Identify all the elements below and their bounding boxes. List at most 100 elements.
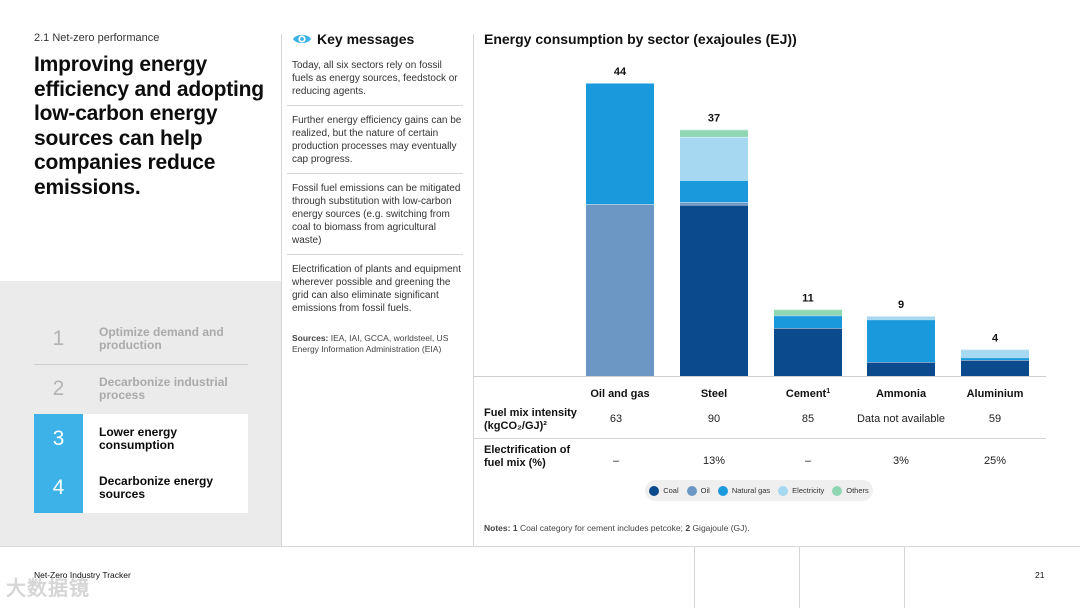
fuel-mix-intensity-value: 59	[988, 413, 1002, 425]
bar-segment-electricity	[867, 316, 935, 320]
electrification-value: –	[804, 455, 812, 467]
legend-swatch	[778, 485, 789, 496]
bar-segment-natural-gas	[774, 315, 842, 329]
electrification-value: –	[612, 455, 620, 467]
step-number: 1	[52, 327, 65, 350]
category-superscript: 1	[826, 388, 830, 395]
bar-total-label: 44	[614, 66, 627, 78]
step-3[interactable]: 3 Lower energy consumption	[34, 414, 248, 465]
column-divider	[281, 34, 282, 546]
notes-label: Notes:	[484, 523, 511, 533]
category-label: Aluminium	[967, 388, 1024, 400]
step-label: Lower energy consumption	[99, 424, 178, 452]
fuel-mix-intensity-value: Data not available	[856, 413, 946, 425]
fuel-mix-intensity-value: 63	[609, 413, 623, 425]
fuel-mix-intensity-value: 85	[801, 413, 815, 425]
sources: Sources: IEA, IAI, GCCA, worldsteel, US …	[292, 333, 464, 355]
bar-segment-seam	[867, 316, 935, 317]
footer-divider	[694, 546, 695, 608]
page-title: Improving energy efficiency and adopting…	[34, 53, 264, 199]
footer-divider	[0, 546, 1080, 547]
bar-segment-natural-gas	[680, 180, 748, 203]
bar-total-label: 9	[898, 299, 904, 311]
column-divider	[473, 34, 474, 546]
bar-segment-coal	[867, 362, 935, 376]
sources-label: Sources:	[292, 333, 329, 343]
key-messages-title: Key messages	[292, 31, 414, 47]
legend-label: Electricity	[792, 486, 825, 495]
bar-segment-oil	[586, 204, 654, 376]
step-number: 2	[52, 377, 65, 400]
footer-divider	[904, 546, 905, 608]
page-number: 21	[1035, 570, 1045, 580]
bar-total-label: 4	[992, 332, 999, 344]
note-number: 1	[512, 523, 518, 533]
bar-segment-seam	[774, 309, 842, 311]
legend-item-oil: Oil	[686, 485, 710, 496]
key-message: Electrification of plants and equipment …	[292, 264, 461, 314]
footer-divider	[799, 546, 800, 608]
bar-segment-oil	[680, 202, 748, 205]
step-label: Decarbonize energy sources	[99, 473, 214, 501]
bar-segment-electricity	[680, 136, 748, 181]
watermark: 大数据镜	[6, 578, 90, 600]
electrification-value: 25%	[983, 455, 1007, 467]
bar-segment-electricity	[961, 349, 1029, 358]
legend-item-electricity: Electricity	[778, 485, 825, 496]
fuel-mix-intensity-label: Fuel mix intensity (kgCO₂/GJ)²	[484, 407, 577, 432]
category-label: Cement1	[786, 388, 830, 400]
electrification-label: Electrification of fuel mix (%)	[484, 444, 571, 469]
bar-segment-seam	[774, 328, 842, 329]
electrification-value: 13%	[702, 455, 726, 467]
divider	[287, 173, 463, 174]
section-label: 2.1 Net-zero performance	[34, 32, 160, 44]
legend-label: Oil	[700, 486, 710, 495]
bar-segment-seam	[774, 315, 842, 317]
category-label: Ammonia	[876, 388, 927, 400]
bar-segment-seam	[867, 319, 935, 321]
divider	[287, 254, 463, 255]
bar-segment-natural-gas	[586, 83, 654, 205]
legend-swatch	[832, 485, 843, 496]
note-text: Gigajoule (GJ).	[692, 523, 750, 533]
key-message: Fossil fuel emissions can be mitigated t…	[292, 183, 461, 246]
key-messages-label: Key messages	[317, 31, 415, 47]
divider	[287, 105, 463, 106]
bar-segment-coal	[680, 204, 748, 376]
note-text: Coal category for cement includes petcok…	[519, 523, 683, 533]
bar-segment-seam	[867, 362, 935, 363]
category-label: Oil and gas	[590, 388, 649, 400]
bar-segment-seam	[680, 202, 748, 203]
step-label: Optimize demand and production	[99, 324, 224, 352]
bar-segment-seam	[586, 83, 654, 84]
bar-total-label: 11	[802, 292, 814, 304]
chart-legend: Coal Oil Natural gas Electricity Others	[645, 480, 873, 501]
step-4[interactable]: 4 Decarbonize energy sources	[34, 463, 248, 513]
legend-swatch	[686, 485, 697, 496]
bar-segment-seam	[680, 136, 748, 138]
bar-segment-natural-gas	[961, 357, 1029, 361]
bar-segment-seam	[961, 357, 1029, 359]
legend-swatch	[649, 485, 660, 496]
table-divider	[474, 438, 1046, 439]
bar-segment-others	[774, 309, 842, 316]
legend-item-natural-gas: Natural gas	[717, 485, 771, 496]
legend-label: Others	[846, 486, 869, 495]
bar-segment-seam	[961, 349, 1029, 351]
chart-notes: Notes: 1 Coal category for cement includ…	[484, 523, 750, 533]
step-1[interactable]: 1 Optimize demand and production	[34, 314, 248, 365]
legend-label: Natural gas	[731, 486, 771, 495]
fuel-mix-intensity-value: 90	[707, 413, 721, 425]
chart-title: Energy consumption by sector (exajoules …	[484, 31, 797, 47]
sources-text: IEA, IAI, GCCA, worldsteel, US Energy In…	[292, 333, 449, 354]
key-message: Further energy efficiency gains can be r…	[292, 115, 462, 165]
category-label: Steel	[701, 388, 727, 400]
legend-item-coal: Coal	[649, 485, 679, 496]
legend-item-others: Others	[832, 485, 869, 496]
electrification-value: 3%	[893, 455, 909, 467]
step-number: 4	[34, 463, 83, 513]
bar-segment-seam	[680, 204, 748, 206]
eye-icon	[293, 34, 311, 44]
